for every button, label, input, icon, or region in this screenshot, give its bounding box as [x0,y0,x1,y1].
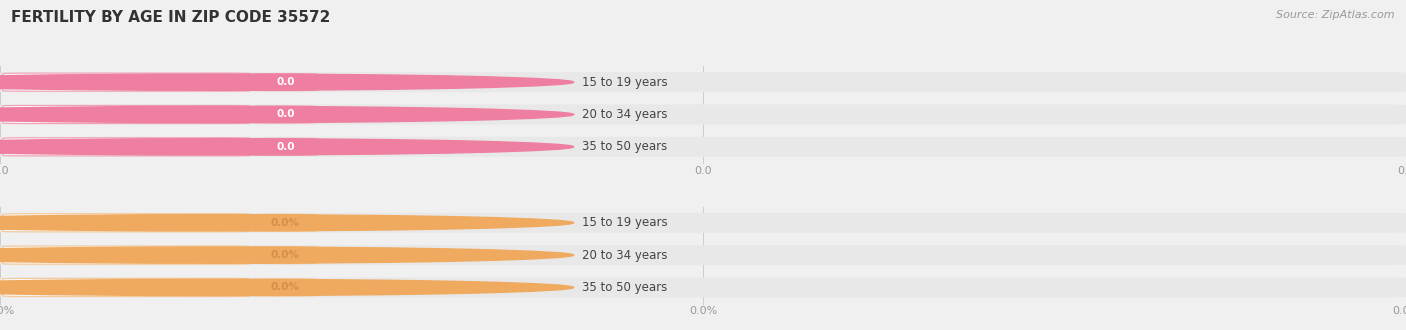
FancyBboxPatch shape [0,213,1406,233]
Text: 0.0%: 0.0% [271,282,299,292]
Circle shape [0,214,574,231]
FancyBboxPatch shape [0,278,1406,297]
Text: 20 to 34 years: 20 to 34 years [582,108,668,121]
FancyBboxPatch shape [253,106,318,123]
Text: 0.0%: 0.0% [271,218,299,228]
FancyBboxPatch shape [253,138,318,156]
Text: 0.0: 0.0 [276,142,295,152]
FancyBboxPatch shape [3,73,250,91]
Circle shape [0,139,574,155]
FancyBboxPatch shape [0,245,1406,265]
FancyBboxPatch shape [3,279,250,296]
Circle shape [0,106,574,123]
Text: 0.0: 0.0 [276,110,295,119]
FancyBboxPatch shape [253,214,318,232]
FancyBboxPatch shape [253,246,318,264]
FancyBboxPatch shape [0,105,1406,124]
Text: 0.0: 0.0 [276,77,295,87]
Text: 20 to 34 years: 20 to 34 years [582,248,668,262]
FancyBboxPatch shape [253,73,318,91]
Text: Source: ZipAtlas.com: Source: ZipAtlas.com [1277,10,1395,20]
Circle shape [0,279,574,296]
FancyBboxPatch shape [3,246,250,264]
Text: 15 to 19 years: 15 to 19 years [582,216,668,229]
FancyBboxPatch shape [0,137,1406,157]
Text: 35 to 50 years: 35 to 50 years [582,140,668,153]
Text: 15 to 19 years: 15 to 19 years [582,76,668,89]
FancyBboxPatch shape [0,72,1406,92]
Text: FERTILITY BY AGE IN ZIP CODE 35572: FERTILITY BY AGE IN ZIP CODE 35572 [11,10,330,25]
FancyBboxPatch shape [3,214,250,232]
Text: 35 to 50 years: 35 to 50 years [582,281,668,294]
Text: 0.0%: 0.0% [271,250,299,260]
Circle shape [0,74,574,90]
FancyBboxPatch shape [253,279,318,296]
FancyBboxPatch shape [3,106,250,123]
Circle shape [0,247,574,263]
FancyBboxPatch shape [3,138,250,156]
